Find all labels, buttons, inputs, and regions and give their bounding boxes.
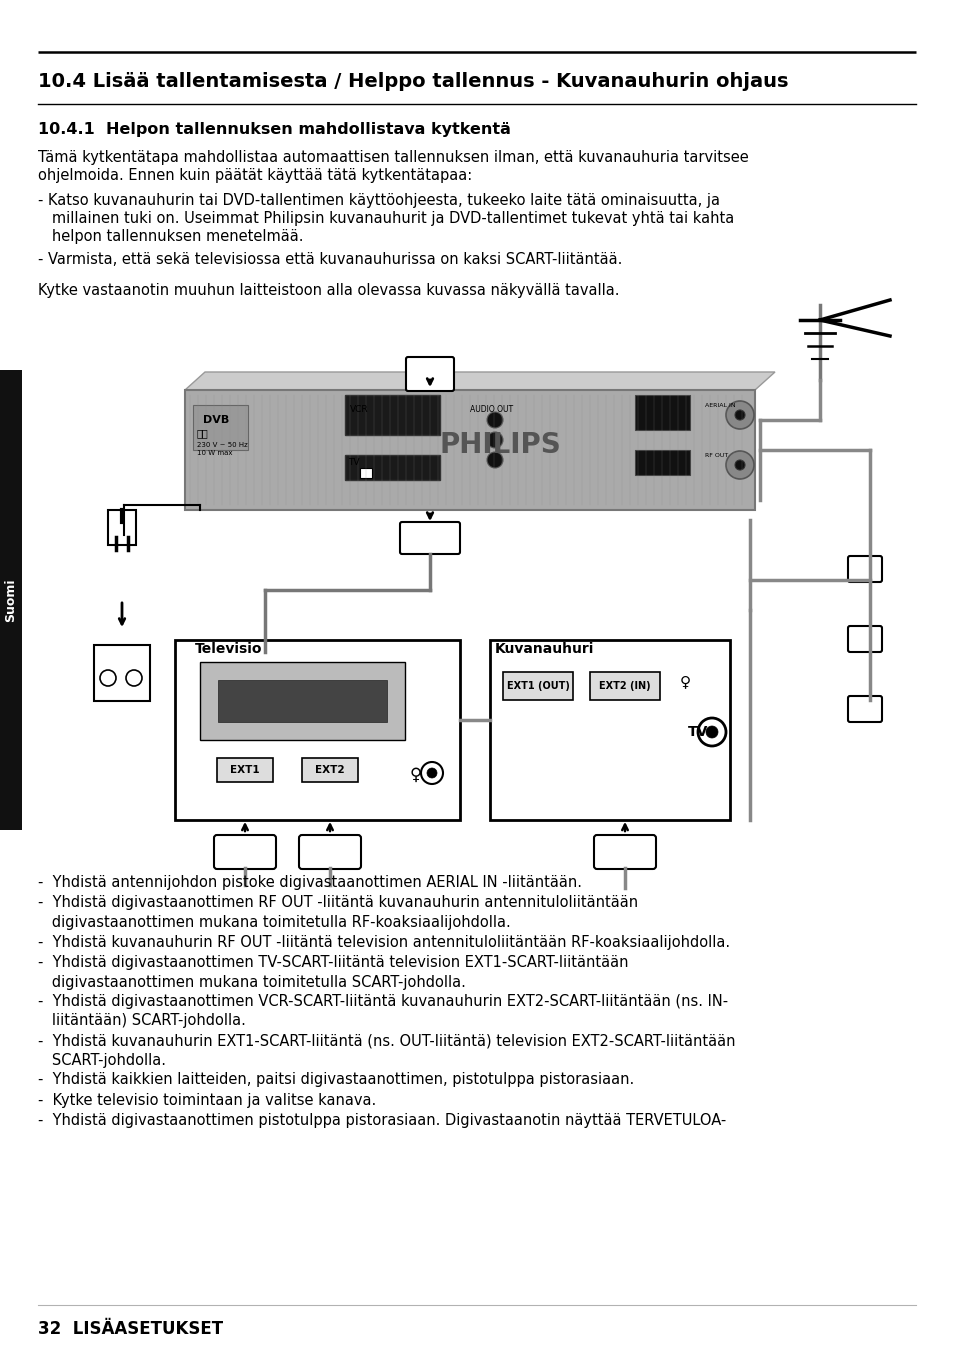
- Text: AERIAL IN: AERIAL IN: [704, 403, 735, 408]
- Text: 10 W max: 10 W max: [196, 450, 233, 456]
- Text: -  Yhdistä digivastaanottimen VCR-SCART-liitäntä kuvanauhurin EXT2-SCART-liitänt: - Yhdistä digivastaanottimen VCR-SCART-l…: [38, 994, 727, 1009]
- Circle shape: [486, 452, 502, 468]
- Circle shape: [427, 768, 436, 777]
- Circle shape: [486, 412, 502, 429]
- Text: 230 V ~ 50 Hz: 230 V ~ 50 Hz: [196, 442, 248, 448]
- Bar: [635, 395, 689, 430]
- Circle shape: [126, 671, 142, 685]
- Text: Suomi: Suomi: [5, 579, 17, 622]
- Text: EXT2 (IN): EXT2 (IN): [598, 681, 650, 691]
- Text: Kytke vastaanotin muuhun laitteistoon alla olevassa kuvassa näkyvällä tavalla.: Kytke vastaanotin muuhun laitteistoon al…: [38, 283, 618, 297]
- Bar: [94, 645, 150, 700]
- Text: Tämä kytkentätapa mahdollistaa automaattisen tallennuksen ilman, että kuvanauhur: Tämä kytkentätapa mahdollistaa automaatt…: [38, 150, 748, 165]
- Text: -  Kytke televisio toimintaan ja valitse kanava.: - Kytke televisio toimintaan ja valitse …: [38, 1092, 375, 1107]
- Text: 32  LISÄASETUKSET: 32 LISÄASETUKSET: [38, 1320, 223, 1338]
- FancyBboxPatch shape: [847, 696, 882, 722]
- Circle shape: [705, 726, 718, 738]
- Text: -  Yhdistä kuvanauhurin RF OUT -liitäntä television antennituloliitäntään RF-koa: - Yhdistä kuvanauhurin RF OUT -liitäntä …: [38, 934, 729, 949]
- FancyBboxPatch shape: [213, 836, 275, 869]
- Text: - Katso kuvanauhurin tai DVD-tallentimen käyttöohjeesta, tukeeko laite tätä omin: - Katso kuvanauhurin tai DVD-tallentimen…: [38, 193, 720, 208]
- Text: ohjelmoida. Ennen kuin päätät käyttää tätä kytkentätapaa:: ohjelmoida. Ennen kuin päätät käyttää tä…: [38, 168, 472, 183]
- Text: -  Yhdistä digivastaanottimen TV-SCART-liitäntä television EXT1-SCART-liitäntään: - Yhdistä digivastaanottimen TV-SCART-li…: [38, 955, 628, 969]
- Bar: [185, 389, 754, 510]
- FancyBboxPatch shape: [298, 836, 360, 869]
- FancyBboxPatch shape: [594, 836, 656, 869]
- Bar: [490, 639, 729, 821]
- Polygon shape: [185, 372, 774, 389]
- Bar: [302, 758, 357, 781]
- Text: DVB: DVB: [203, 415, 229, 425]
- Text: ♀: ♀: [410, 767, 421, 784]
- Circle shape: [100, 671, 116, 685]
- Text: -  Yhdistä digivastaanottimen RF OUT -liitäntä kuvanauhurin antennituloliitäntää: - Yhdistä digivastaanottimen RF OUT -lii…: [38, 895, 638, 910]
- Text: TV: TV: [687, 725, 708, 740]
- Bar: [635, 450, 689, 475]
- Bar: [589, 672, 659, 700]
- FancyBboxPatch shape: [406, 357, 454, 391]
- Text: Kuvanauhuri: Kuvanauhuri: [495, 642, 594, 656]
- Bar: [216, 758, 273, 781]
- Text: AUDIO OUT: AUDIO OUT: [470, 406, 513, 414]
- FancyBboxPatch shape: [847, 556, 882, 581]
- Bar: [0, 370, 22, 830]
- Text: liitäntään) SCART-johdolla.: liitäntään) SCART-johdolla.: [38, 1014, 246, 1029]
- FancyBboxPatch shape: [847, 626, 882, 652]
- Text: - Varmista, että sekä televisiossa että kuvanauhurissa on kaksi SCART-liitäntää.: - Varmista, että sekä televisiossa että …: [38, 251, 621, 266]
- Bar: [193, 406, 248, 450]
- Text: ♀: ♀: [679, 675, 690, 690]
- Bar: [502, 672, 573, 700]
- Text: ⒸⒺ: ⒸⒺ: [196, 429, 209, 438]
- Bar: [108, 510, 136, 545]
- Text: -  Yhdistä digivastaanottimen pistotulppa pistorasiaan. Digivastaanotin näyttää : - Yhdistä digivastaanottimen pistotulppa…: [38, 1113, 725, 1128]
- Text: Televisio: Televisio: [194, 642, 262, 656]
- Circle shape: [486, 433, 502, 448]
- Text: TV: TV: [348, 458, 359, 466]
- Text: -  Yhdistä kaikkien laitteiden, paitsi digivastaanottimen, pistotulppa pistorasi: - Yhdistä kaikkien laitteiden, paitsi di…: [38, 1072, 634, 1087]
- Text: -  Yhdistä antennijohdon pistoke digivastaanottimen AERIAL IN -liitäntään.: - Yhdistä antennijohdon pistoke digivast…: [38, 875, 581, 890]
- Text: SCART-johdolla.: SCART-johdolla.: [38, 1052, 166, 1068]
- Text: RF OUT: RF OUT: [704, 453, 727, 458]
- Text: 10.4 Lisää tallentamisesta / Helppo tallennus - Kuvanauhurin ohjaus: 10.4 Lisää tallentamisesta / Helppo tall…: [38, 72, 788, 91]
- Text: 10.4.1  Helpon tallennuksen mahdollistava kytkentä: 10.4.1 Helpon tallennuksen mahdollistava…: [38, 122, 511, 137]
- Circle shape: [420, 763, 442, 784]
- Text: EXT1: EXT1: [230, 765, 259, 775]
- Circle shape: [725, 402, 753, 429]
- Text: digivastaanottimen mukana toimitetulla SCART-johdolla.: digivastaanottimen mukana toimitetulla S…: [38, 975, 465, 990]
- Bar: [359, 468, 372, 479]
- Circle shape: [698, 718, 725, 746]
- FancyBboxPatch shape: [399, 522, 459, 554]
- Bar: [345, 395, 439, 435]
- Text: -  Yhdistä kuvanauhurin EXT1-SCART-liitäntä (ns. OUT-liitäntä) television EXT2-S: - Yhdistä kuvanauhurin EXT1-SCART-liitän…: [38, 1033, 735, 1048]
- Circle shape: [734, 460, 744, 470]
- Polygon shape: [218, 680, 387, 722]
- Bar: [200, 662, 405, 740]
- Text: VCR: VCR: [350, 406, 368, 414]
- Text: helpon tallennuksen menetelmää.: helpon tallennuksen menetelmää.: [38, 228, 303, 243]
- Text: EXT2: EXT2: [314, 765, 344, 775]
- Bar: [174, 639, 459, 821]
- Circle shape: [725, 452, 753, 479]
- Bar: [345, 456, 439, 480]
- Text: PHILIPS: PHILIPS: [438, 431, 560, 458]
- Text: digivastaanottimen mukana toimitetulla RF-koaksiaalijohdolla.: digivastaanottimen mukana toimitetulla R…: [38, 915, 510, 930]
- Text: EXT1 (OUT): EXT1 (OUT): [506, 681, 569, 691]
- Circle shape: [734, 410, 744, 420]
- Text: millainen tuki on. Useimmat Philipsin kuvanauhurit ja DVD-tallentimet tukevat yh: millainen tuki on. Useimmat Philipsin ku…: [38, 211, 734, 226]
